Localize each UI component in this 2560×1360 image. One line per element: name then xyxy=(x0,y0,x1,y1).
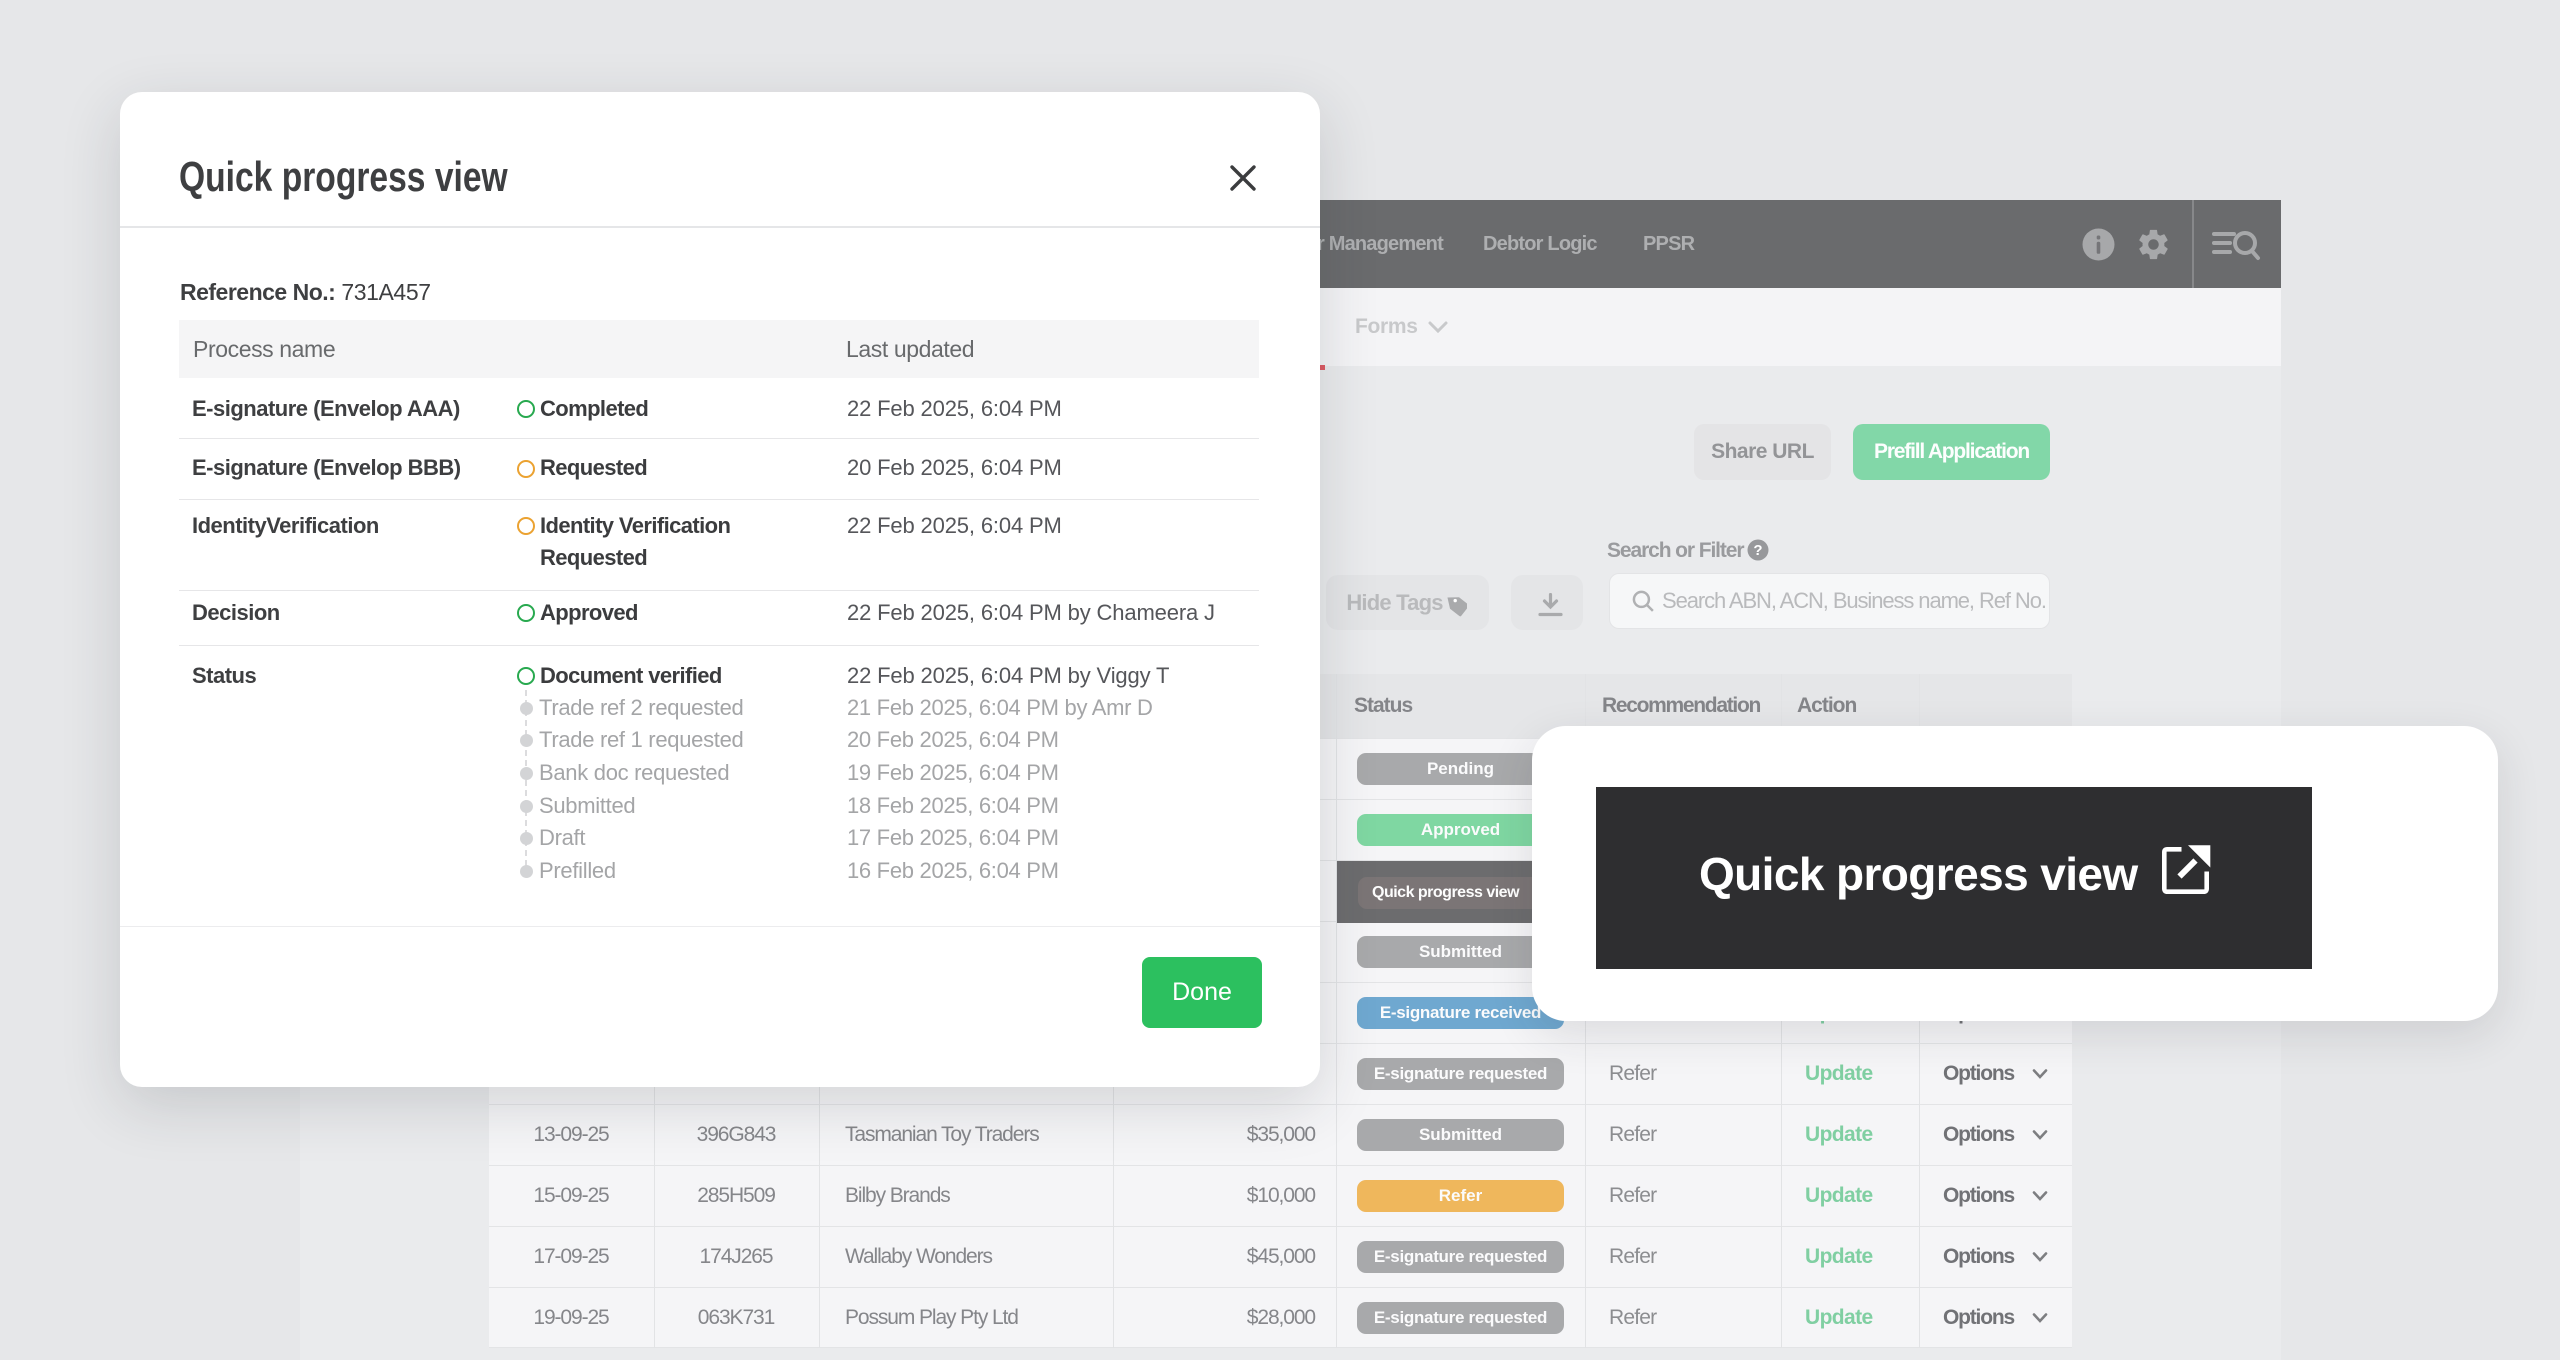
svg-text:?: ? xyxy=(1753,542,1762,559)
